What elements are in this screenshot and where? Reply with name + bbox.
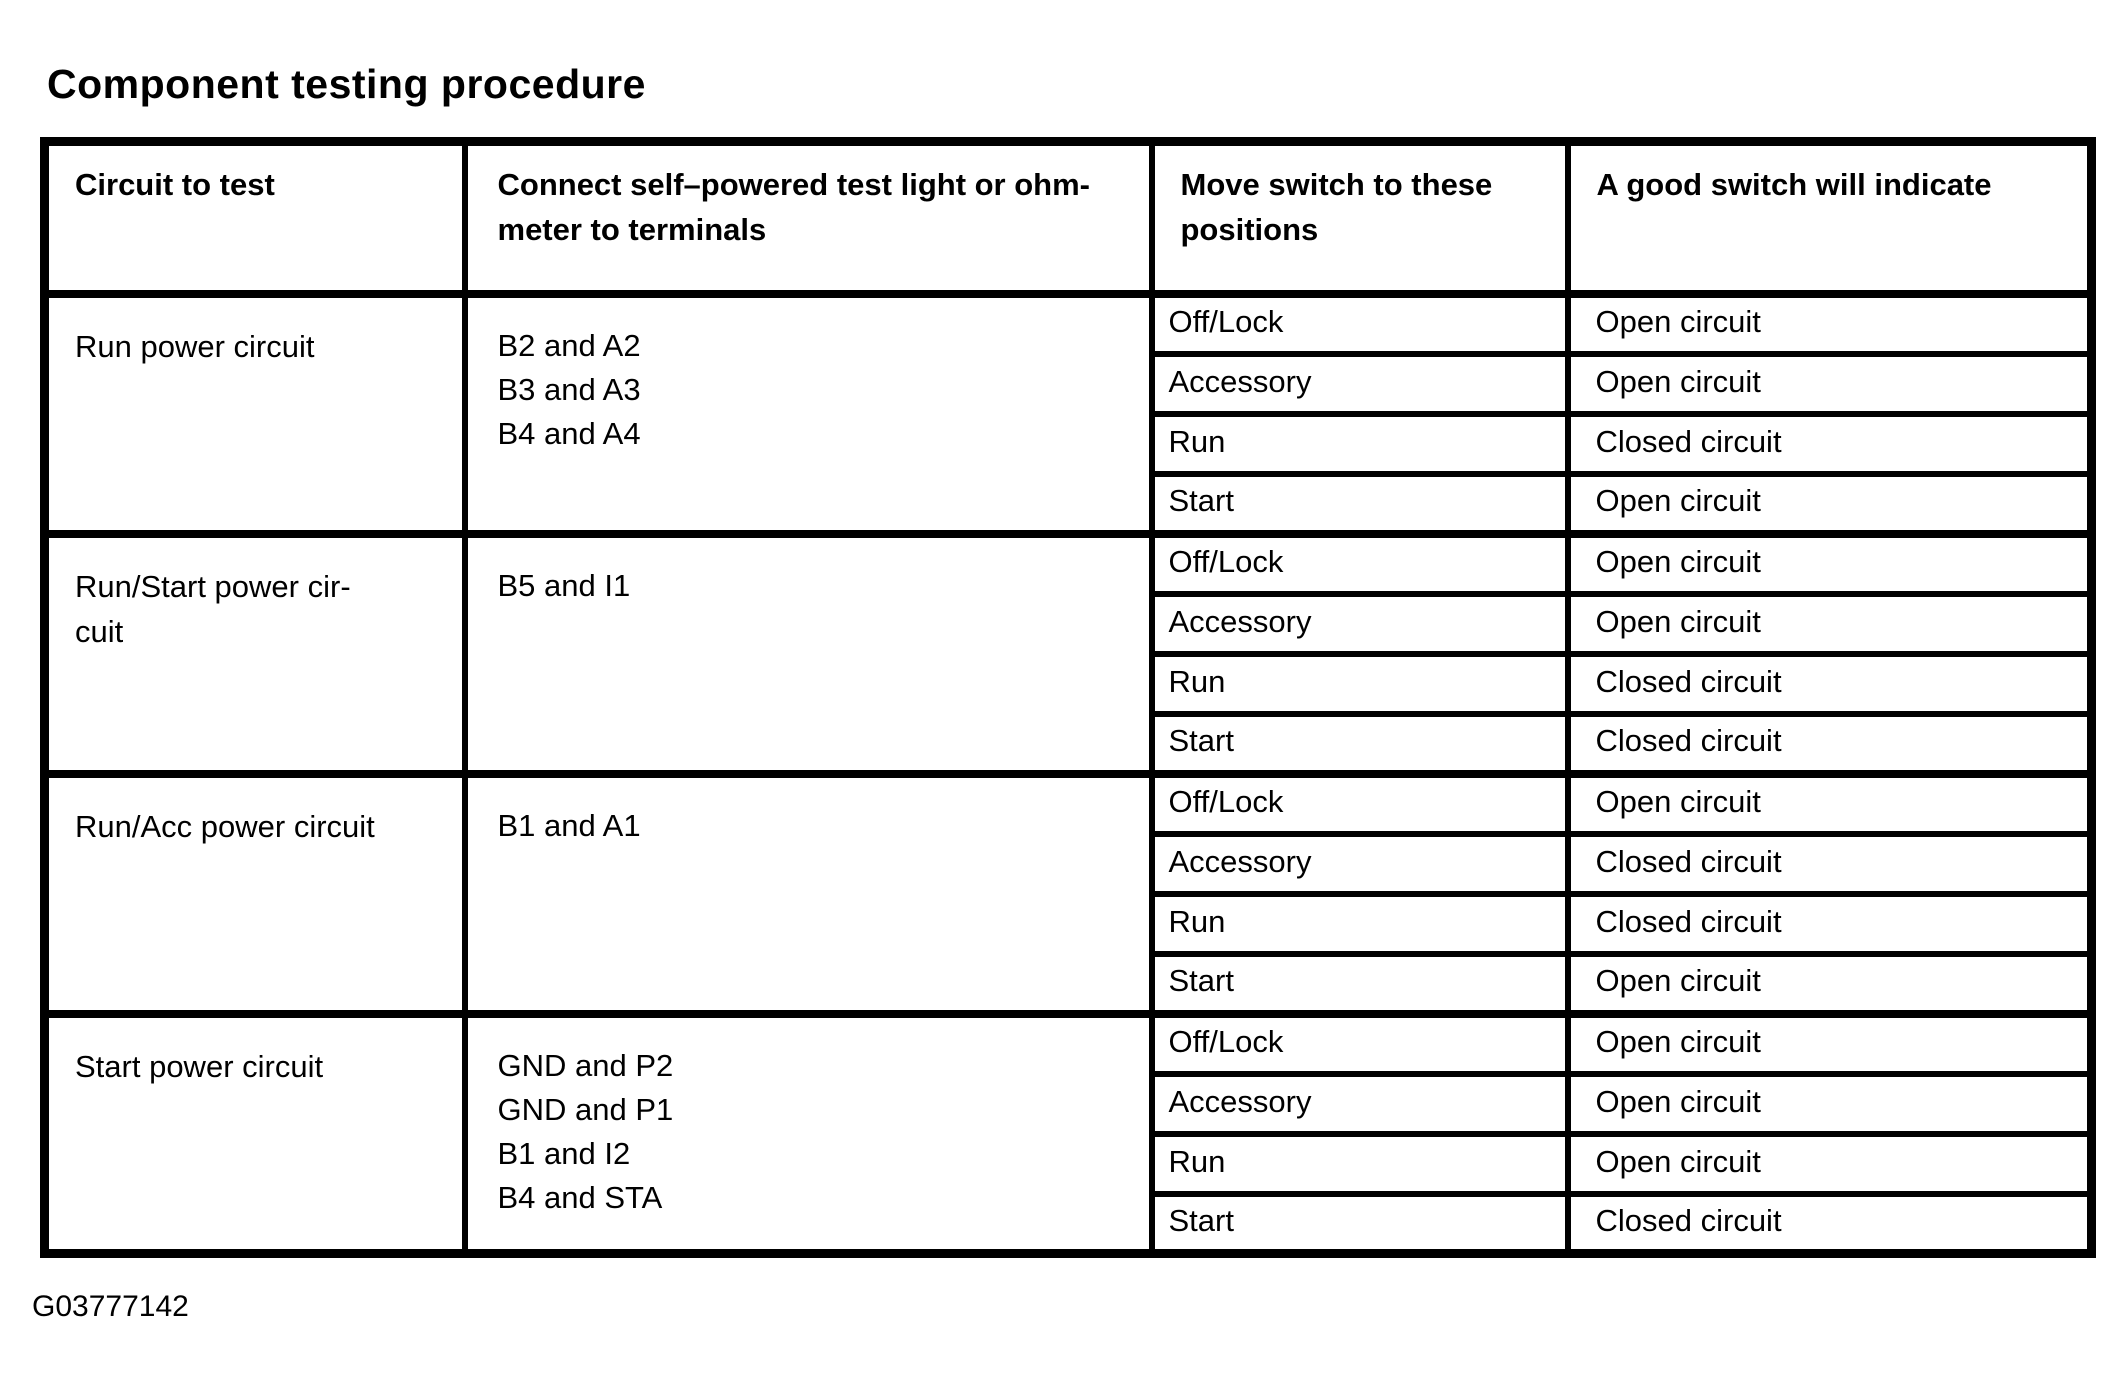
header-text: Circuit to test [75, 167, 275, 202]
result-cell: Open circuit [1564, 1130, 2095, 1197]
terminal-pair: B1 and I2 [497, 1135, 631, 1171]
terminal-pair: GND and P2 [497, 1047, 674, 1083]
circuit-cell: Run power circuit [41, 289, 468, 537]
result-cell: Open circuit [1564, 529, 2095, 597]
result-cell: Open circuit [1564, 769, 2095, 837]
circuit-name-line: Run/Start power cir- [75, 568, 351, 604]
result-cell: Open circuit [1564, 350, 2095, 417]
position-cell: Accessory [1148, 1070, 1571, 1137]
result-cell: Closed circuit [1564, 650, 2095, 717]
terminal-pair: GND and P1 [497, 1091, 674, 1127]
result-cell: Open circuit [1564, 470, 2095, 537]
table-subrow: Run Closed circuit [45, 410, 2095, 477]
position-cell: Run [1148, 650, 1571, 717]
terminal-pair: B5 and I1 [497, 567, 631, 603]
result-cell: Closed circuit [1564, 710, 2095, 777]
table-subrow: Accessory Open circuit [45, 590, 2095, 657]
figure-code: G03777142 [32, 1290, 189, 1323]
result-cell: Open circuit [1564, 1009, 2095, 1077]
circuit-cell: Start power circuit [41, 1009, 468, 1257]
position-cell: Accessory [1148, 830, 1571, 897]
table-row: Run/Start power cir- cuit B5 and I1 Off/… [41, 529, 2095, 777]
position-cell: Off/Lock [1148, 289, 1571, 357]
position-cell: Start [1148, 470, 1571, 537]
result-cell: Closed circuit [1564, 890, 2095, 957]
table-subrow: Accessory Open circuit [45, 350, 2095, 417]
circuit-cell: Run/Start power cir- cuit [41, 529, 468, 777]
circuit-name-line: Run power circuit [75, 328, 315, 364]
table-subrow: Start Closed circuit [45, 1190, 2095, 1257]
header-text-line: Move switch to these [1180, 167, 1493, 202]
terminals-cell: B2 and A2 B3 and A3 B4 and A4 [461, 289, 1155, 537]
position-cell: Off/Lock [1148, 769, 1571, 837]
table-subrow: Run Closed circuit [45, 650, 2095, 717]
position-cell: Accessory [1148, 350, 1571, 417]
table-subrow: Start Open circuit [45, 470, 2095, 537]
header-text-line: meter to terminals [497, 212, 767, 247]
position-cell: Start [1148, 710, 1571, 777]
page-title: Component testing procedure [47, 61, 646, 107]
result-cell: Open circuit [1564, 950, 2095, 1017]
circuit-name-line: Start power circuit [75, 1048, 324, 1084]
terminal-pair: B3 and A3 [497, 371, 641, 407]
table-header-row: Circuit to test Connect self–powered tes… [41, 138, 2095, 298]
table-subrow: Run Closed circuit [45, 890, 2095, 957]
table-row: Run/Acc power circuit B1 and A1 Off/Lock… [41, 769, 2095, 1017]
result-cell: Closed circuit [1564, 410, 2095, 477]
result-cell: Open circuit [1564, 289, 2095, 357]
terminals-cell: B5 and I1 [461, 529, 1155, 777]
circuit-name-line: cuit [75, 613, 124, 649]
table-row: Run power circuit B2 and A2 B3 and A3 B4… [41, 289, 2095, 537]
terminal-pair: B1 and A1 [497, 807, 641, 843]
table-subrow: Accessory Closed circuit [45, 830, 2095, 897]
terminals-cell: B1 and A1 [461, 769, 1155, 1017]
terminal-pair: B4 and STA [497, 1179, 663, 1215]
component-testing-table: Circuit to test Connect self–powered tes… [40, 137, 2096, 1258]
result-cell: Open circuit [1564, 1070, 2095, 1137]
header-text-line: Connect self–powered test light or ohm- [497, 167, 1091, 202]
table-subrow: Start Open circuit [45, 950, 2095, 1017]
header-switch-positions: Move switch to these positions [1148, 138, 1571, 298]
position-cell: Start [1148, 1190, 1571, 1257]
position-cell: Off/Lock [1148, 1009, 1571, 1077]
header-connect-terminals: Connect self–powered test light or ohm- … [461, 138, 1155, 298]
position-cell: Run [1148, 1130, 1571, 1197]
terminal-pair: B4 and A4 [497, 415, 641, 451]
header-good-switch-indication: A good switch will indicate [1564, 138, 2095, 298]
position-cell: Off/Lock [1148, 529, 1571, 597]
position-cell: Accessory [1148, 590, 1571, 657]
table-subrow: Start Closed circuit [45, 710, 2095, 777]
result-cell: Closed circuit [1564, 1190, 2095, 1257]
table-subrow: Accessory Open circuit [45, 1070, 2095, 1137]
terminal-pair: B2 and A2 [497, 327, 641, 363]
position-cell: Run [1148, 410, 1571, 477]
result-cell: Open circuit [1564, 590, 2095, 657]
table-subrow: Run Open circuit [45, 1130, 2095, 1197]
circuit-name-line: Run/Acc power circuit [75, 808, 375, 844]
header-text: A good switch will indicate [1596, 167, 1992, 202]
header-text-line: positions [1180, 212, 1319, 247]
table-row: Start power circuit GND and P2 GND and P… [41, 1009, 2095, 1257]
header-circuit-to-test: Circuit to test [41, 138, 468, 298]
position-cell: Start [1148, 950, 1571, 1017]
circuit-cell: Run/Acc power circuit [41, 769, 468, 1017]
position-cell: Run [1148, 890, 1571, 957]
terminals-cell: GND and P2 GND and P1 B1 and I2 B4 and S… [461, 1009, 1155, 1257]
result-cell: Closed circuit [1564, 830, 2095, 897]
